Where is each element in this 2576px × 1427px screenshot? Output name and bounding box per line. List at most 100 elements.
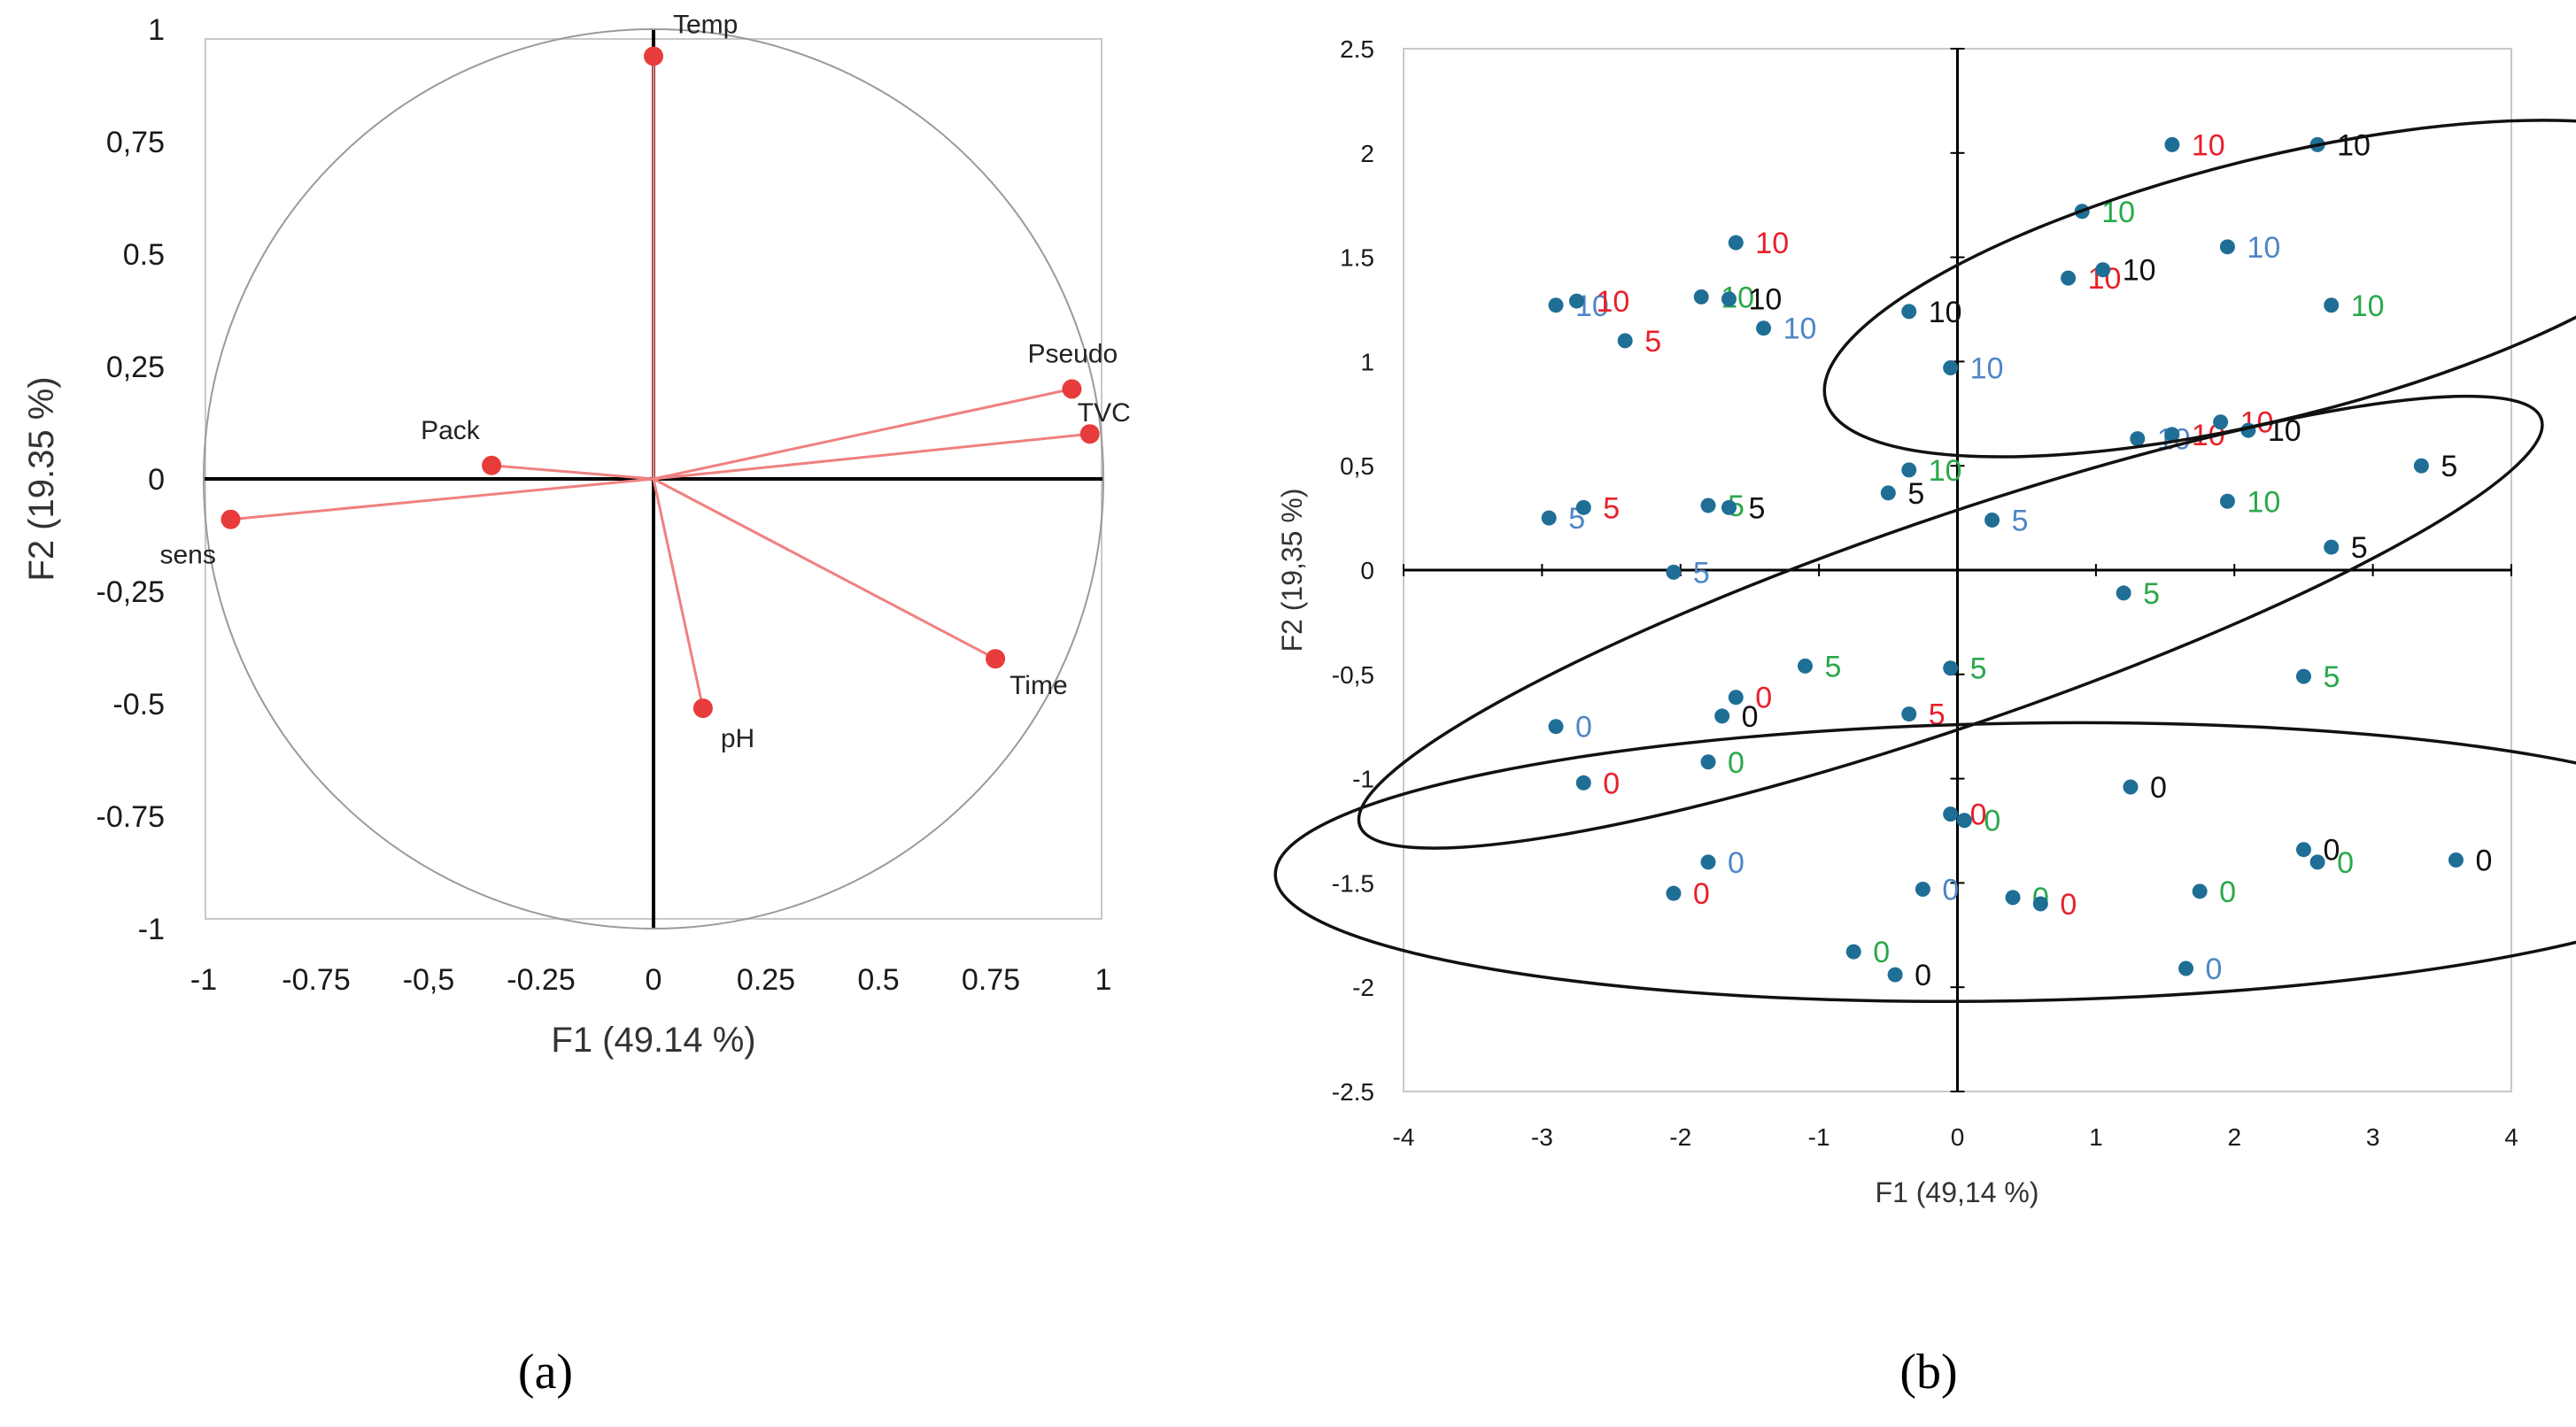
panel-b-y-tick-labels: 2.5 2 1.5 1 0,5 0 -0,5 -1 -1.5 -2 -2.5	[1332, 35, 1374, 1106]
observation-label: 0	[2150, 771, 2167, 805]
variable-point-temp	[644, 46, 663, 66]
panel-b-x-axis-title: F1 (49,14 %)	[1876, 1176, 2039, 1208]
observation-point	[2192, 883, 2208, 899]
observation-point	[2213, 414, 2229, 430]
panel-b-y-tick-label: 0,5	[1340, 452, 1374, 480]
observation-label: 10	[2337, 128, 2371, 162]
panel-a-x-tick-label: 0.75	[962, 963, 1020, 997]
variable-label-ph: pH	[721, 724, 754, 753]
observation-point	[1617, 333, 1633, 349]
observation-point	[1728, 690, 1744, 706]
variable-label-pseudo: Pseudo	[1027, 339, 1118, 368]
panel-a-correlation-circle	[203, 28, 1104, 929]
panel-a-label: (a)	[518, 1345, 573, 1400]
observation-label: 0	[1693, 877, 1710, 911]
observation-point	[1901, 462, 1917, 478]
observation-label: 10	[1929, 296, 1962, 329]
observation-point	[1880, 485, 1896, 501]
observation-label: 10	[1783, 312, 1817, 346]
observation-label: 10	[1755, 227, 1789, 260]
variable-point-time	[986, 649, 1006, 669]
panel-b-x-tick-label: -1	[1808, 1123, 1830, 1151]
observation-point	[1901, 304, 1917, 320]
observation-point	[2178, 960, 2194, 976]
panel-b-y-tick-label: 2	[1360, 140, 1374, 167]
observation-point	[1700, 854, 1716, 870]
panel-b-label: (b)	[1899, 1345, 1957, 1400]
observation-point	[1943, 806, 1959, 822]
variable-label-tvc: TVC	[1078, 398, 1131, 428]
observation-label: 0	[1970, 798, 1987, 832]
variable-vector-time	[653, 477, 996, 660]
variable-point-sens	[220, 509, 241, 529]
panel-b-x-tick-label: -2	[1669, 1123, 1691, 1151]
variable-label-time: Time	[1010, 671, 1068, 700]
observation-label: 10	[1596, 285, 1629, 319]
variable-point-ph	[692, 698, 713, 719]
panel-a-y-tick-label: 1	[148, 13, 165, 47]
observation-point	[2324, 297, 2340, 313]
observation-label: 5	[1970, 652, 1987, 686]
observation-label: 0	[1942, 873, 1959, 906]
observation-point	[1943, 359, 1959, 375]
observation-point	[2164, 427, 2180, 443]
variable-point-tvc	[1079, 424, 1100, 444]
panel-a-y-tick-label: -0.5	[112, 688, 165, 721]
observation-point	[1548, 297, 1564, 313]
observation-point	[1700, 754, 1716, 770]
observation-point	[1915, 881, 1930, 897]
observation-label: 0	[2337, 846, 2354, 880]
panel-a-y-tick-label: 0,25	[106, 351, 165, 384]
observation-label: 5	[1907, 477, 1924, 511]
observation-label: 0	[2206, 953, 2223, 986]
panel-b-x-tick-label: 4	[2504, 1123, 2518, 1151]
observation-point	[2295, 842, 2311, 858]
panel-a-x-tick-labels: -1 -0.75 -0,5 -0.25 0 0.25 0.5 0.75 1	[190, 963, 1112, 997]
variable-label-sens: sens	[159, 541, 215, 570]
panel-b-y-tick-label: 0	[1360, 557, 1374, 584]
panel-b-y-tick-label: 2.5	[1340, 35, 1374, 63]
panel-b-score-plot: -4 -3 -2 -1 0 1 2 3 4 2.5 2 1.5 1 0,5 0 -0,5 -1 -1.5 -2 -2…	[1273, 35, 2576, 1400]
panel-b-x-tick-label: -4	[1393, 1123, 1415, 1151]
variable-point-pack	[482, 455, 502, 475]
observation-label: 0	[2323, 834, 2340, 868]
group-ellipse-2	[1357, 394, 2544, 850]
observation-point	[1797, 658, 1813, 674]
observation-label: 10	[1929, 454, 1962, 488]
observation-label: 0	[1728, 846, 1744, 880]
panel-b-y-tick-label: -1.5	[1332, 869, 1374, 897]
observation-label: 5	[1693, 556, 1710, 590]
variable-label-pack: Pack	[421, 416, 481, 445]
observation-point	[1721, 291, 1737, 307]
observation-point	[2309, 854, 2325, 870]
observation-point	[2061, 270, 2077, 286]
observation-point	[1756, 320, 1772, 336]
panel-b-x-tick-labels: -4 -3 -2 -1 0 1 2 3 4	[1393, 1123, 2518, 1151]
panel-a-x-tick-label: -0,5	[403, 963, 455, 997]
observation-point	[2116, 585, 2131, 601]
panel-b-x-tick-label: 2	[2227, 1123, 2241, 1151]
observation-point	[1575, 775, 1591, 791]
observation-label: 5	[1824, 650, 1841, 683]
observation-label: 10	[2192, 128, 2225, 162]
observation-point	[2164, 136, 2180, 152]
observation-label: 0	[1984, 805, 2000, 838]
observation-point	[1984, 512, 2000, 528]
variable-label-temp: Temp	[673, 10, 738, 39]
panel-a-vectors: Temp Pseudo TVC Pack sens Time pH	[159, 10, 1130, 753]
panel-a-x-tick-label: 0.5	[857, 963, 899, 997]
observation-point	[1943, 660, 1959, 676]
panel-a-correlation-circle: Temp Pseudo TVC Pack sens Time pH -1 -0.75 -0,5 -…	[22, 10, 1131, 1400]
observation-point	[1901, 706, 1917, 722]
panel-b-ellipses	[1273, 119, 2576, 1004]
panel-b-y-tick-label: 1.5	[1340, 244, 1374, 272]
observation-point	[2219, 493, 2235, 509]
observation-label: 5	[2143, 577, 2160, 611]
observation-label: 5	[1603, 491, 1620, 525]
panel-a-y-tick-label: -0.75	[97, 800, 166, 834]
panel-a-x-tick-label: -0.25	[507, 963, 576, 997]
observation-label: 10	[2351, 289, 2385, 323]
panel-a-y-tick-label: -1	[138, 913, 165, 946]
observation-point	[2413, 458, 2429, 474]
